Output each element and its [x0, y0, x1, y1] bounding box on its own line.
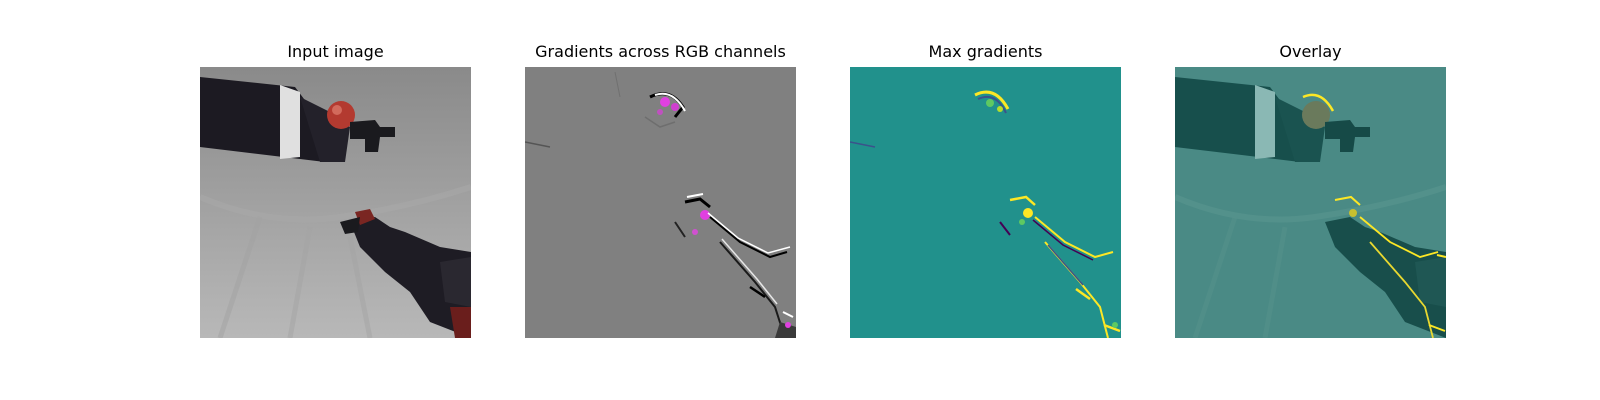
overlay-image: [1175, 67, 1446, 338]
overlay-panel: Overlay: [1175, 42, 1446, 338]
rgb-gradients-panel: Gradients across RGB channels: [525, 42, 796, 338]
rgb-gradients-title: Gradients across RGB channels: [535, 42, 786, 61]
max-gradients-image: [850, 67, 1121, 338]
max-gradients-panel: Max gradients: [850, 42, 1121, 338]
input-image-title: Input image: [287, 42, 384, 61]
rgb-gradients-image: [525, 67, 796, 338]
input-image-panel: Input image: [200, 42, 471, 338]
input-image: [200, 67, 471, 338]
max-gradients-title: Max gradients: [928, 42, 1043, 61]
overlay-title: Overlay: [1279, 42, 1342, 61]
